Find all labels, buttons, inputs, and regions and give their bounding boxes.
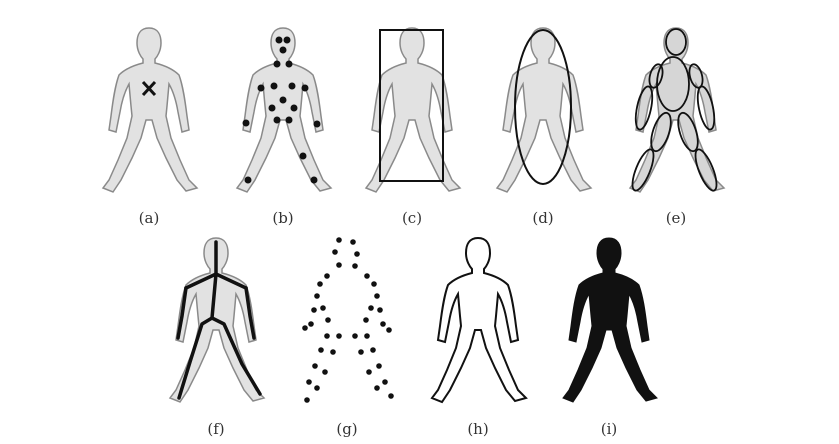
- stick-skeleton: [176, 240, 262, 400]
- contour-points: [302, 237, 394, 403]
- silhouette-contour: [431, 237, 527, 403]
- panel-i-figure: [562, 237, 658, 403]
- centroid-cross-icon: [141, 80, 157, 97]
- caption-h: (h): [467, 420, 489, 438]
- panel-b-figure: [236, 27, 332, 193]
- panel-g-figure: [302, 237, 394, 403]
- joint-points: [242, 36, 321, 184]
- part-ellipses: [631, 28, 718, 192]
- caption-b: (b): [272, 209, 294, 227]
- panel-d-figure: [496, 27, 592, 193]
- panel-a-figure: [102, 27, 198, 193]
- panel-h-figure: [431, 237, 527, 403]
- bounding-box: [379, 29, 444, 182]
- caption-f: (f): [207, 420, 225, 438]
- filled-silhouette: [562, 237, 658, 403]
- caption-c: (c): [401, 209, 423, 227]
- caption-d: (d): [532, 209, 554, 227]
- caption-g: (g): [336, 420, 358, 438]
- caption-a: (a): [138, 209, 160, 227]
- caption-i: (i): [600, 420, 618, 438]
- panel-f-figure: [169, 237, 265, 403]
- panel-e-figure: [629, 27, 725, 193]
- bounding-ellipse: [514, 29, 572, 185]
- caption-e: (e): [665, 209, 687, 227]
